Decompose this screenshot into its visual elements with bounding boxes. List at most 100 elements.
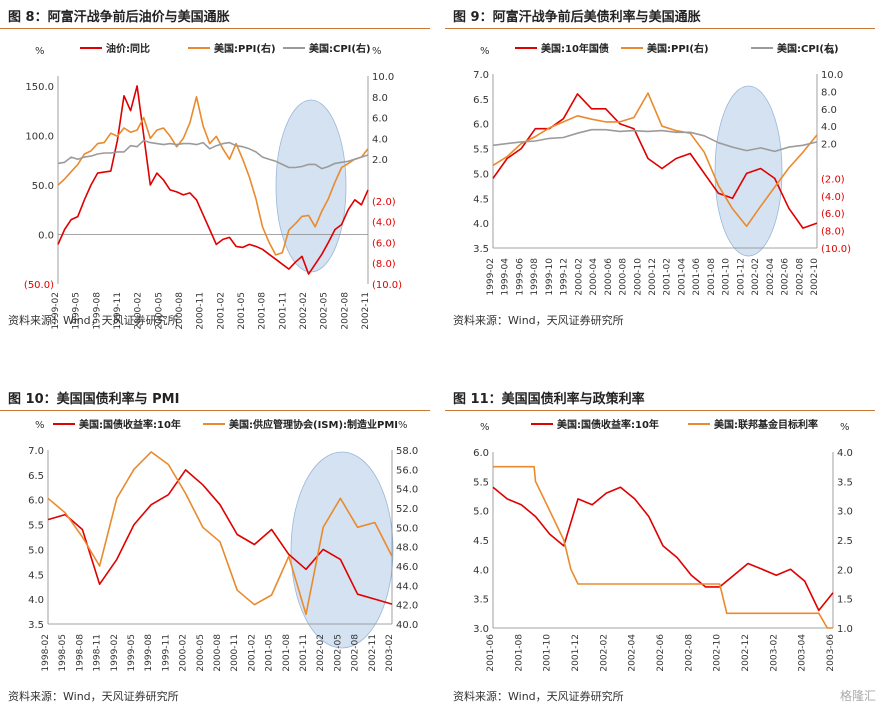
x-tick-label: 2003-06 [826,634,836,672]
x-tick-label: 2002-11 [368,634,378,672]
left-tick-label: 5.0 [28,545,44,556]
right-unit-label: % [840,422,850,433]
x-tick-label: 2002-10 [810,258,820,296]
x-tick-label: 2000-04 [589,258,599,296]
x-tick-label: 2002-11 [361,292,371,330]
legend-label-0: 美国:10年国债 [541,42,609,55]
x-tick-label: 2000-08 [175,292,185,330]
figure-8-panel: 图 8：阿富汗战争前后油价与美国通胀 %% 150.0 100.0 50.0 0.0 (5… [0,0,430,340]
x-tick-label: 2000-11 [230,634,240,672]
right-tick-label: (2.0) [372,197,396,208]
figure-8-chart: % % 150.0 100.0 50.0 0.0 (50.0) 10.0 8.0 6.0 4.0 2.… [24,42,402,330]
right-tick-label: 6.0 [372,114,388,125]
right-tick-label: 48.0 [396,543,418,554]
figure-8-title: 图 8：阿富汗战争前后油价与美国通胀 [8,10,230,25]
shaded-period-ellipse [714,85,783,257]
x-tick-label: 2000-10 [633,258,643,296]
x-tick-label: 2001-12 [736,258,746,296]
x-tick-label: 2002-05 [320,292,330,330]
x-tick-label: 2001-12 [571,634,581,672]
right-unit-label: % [372,46,382,57]
x-tick-label: 2001-08 [282,634,292,672]
right-tick-label: 4.0 [372,134,388,145]
legend-label-0: 美国:国债收益率:10年 [79,418,181,431]
x-tick-label: 1999-10 [545,258,555,296]
figure-10-panel: 图 10：美国国债利率与 PMI %% 7.0 6.5 6.0 5.5 5.0 4.5 4.0… [0,382,430,722]
x-tick-label: 2002-02 [599,634,609,672]
x-tick-label: 1999-05 [127,634,137,672]
series-line-1 [57,96,369,256]
right-tick-label: (2.0) [821,174,845,185]
x-tick-label: 1999-02 [110,634,120,672]
x-tick-label: 2001-10 [543,634,553,672]
left-tick-label: 6.0 [28,496,44,507]
left-tick-label: 4.0 [473,219,489,230]
series-line-0 [57,85,369,275]
shaded-period-ellipse [275,99,347,273]
right-tick-label: 52.0 [396,504,418,515]
x-tick-label: 2000-05 [196,634,206,672]
x-tick-label: 2002-02 [299,292,309,330]
x-tick-label: 2001-04 [677,258,687,296]
right-tick-label: (4.0) [372,218,396,229]
x-tick-label: 1998-02 [41,634,51,672]
x-tick-label: 2001-05 [237,292,247,330]
right-tick-label: 8.0 [372,93,388,104]
x-tick-label: 2001-06 [486,634,496,672]
x-tick-label: 2002-06 [656,634,666,672]
legend-label-1: 美国:PPI(右) [647,42,709,55]
right-tick-label: (8.0) [821,227,845,238]
left-tick-label: 6.5 [28,471,44,482]
figure-11-title-rule [445,410,875,411]
x-tick-label: 1999-02 [486,258,496,296]
series-line-1 [493,465,833,629]
x-tick-label: 1999-04 [501,258,511,296]
x-tick-label: 2001-11 [278,292,288,330]
figure-11-chart: % % 6.0 5.5 5.0 4.5 4.0 3.5 3.0 4.0 3.5 3.0 2.5 2.0 1.… [473,418,853,672]
x-tick-label: 2002-02 [751,258,761,296]
x-tick-label: 1998-11 [93,634,103,672]
left-tick-label: 0.0 [38,230,54,241]
right-tick-label: 54.0 [396,485,418,496]
x-tick-label: 2002-02 [316,634,326,672]
x-tick-label: 1999-11 [113,292,123,330]
x-tick-label: 2002-10 [713,634,723,672]
figure-9-panel: 图 9：阿富汗战争前后美债利率与美国通胀 %% 7.0 6.5 6.0 5.5 5.0 4.… [445,0,875,340]
x-tick-label: 1999-08 [530,258,540,296]
x-tick-label: 2002-04 [766,258,776,296]
x-tick-label: 1999-11 [161,634,171,672]
x-tick-label: 1999-02 [51,292,61,330]
right-tick-label: 6.0 [821,105,837,116]
x-tick-label: 1999-12 [560,258,570,296]
right-tick-label: 3.0 [837,507,853,518]
left-tick-label: 5.5 [473,477,489,488]
series-line-2 [57,139,369,170]
x-tick-label: 2002-08 [351,634,361,672]
left-tick-label: 5.5 [473,145,489,156]
x-tick-label: 2003-02 [385,634,395,672]
left-tick-label: 4.0 [28,595,44,606]
figure-10-title: 图 10：美国国债利率与 PMI [8,392,180,407]
figure-8-source: 资料来源：Wind，天风证券研究所 [8,314,179,327]
x-tick-label: 2000-08 [213,634,223,672]
left-tick-label: 50.0 [32,181,54,192]
left-tick-label: 6.5 [473,95,489,106]
legend-label-0: 油价:同比 [106,42,150,55]
left-tick-label: 7.0 [473,70,489,81]
left-tick-label: 4.0 [473,565,489,576]
right-tick-label: 4.0 [837,448,853,459]
left-unit-label: % [480,422,490,433]
x-tick-label: 2000-06 [604,258,614,296]
x-tick-label: 2001-06 [692,258,702,296]
x-tick-label: 2000-02 [574,258,584,296]
right-tick-label: 10.0 [372,72,394,83]
right-tick-label: (4.0) [821,192,845,203]
left-tick-label: 5.0 [473,169,489,180]
left-tick-label: 7.0 [28,446,44,457]
legend-label-1: 美国:联邦基金目标利率 [714,418,818,431]
left-tick-label: 4.5 [28,570,44,581]
x-tick-label: 2001-10 [722,258,732,296]
x-tick-label: 2002-12 [741,634,751,672]
x-tick-label: 2001-02 [663,258,673,296]
